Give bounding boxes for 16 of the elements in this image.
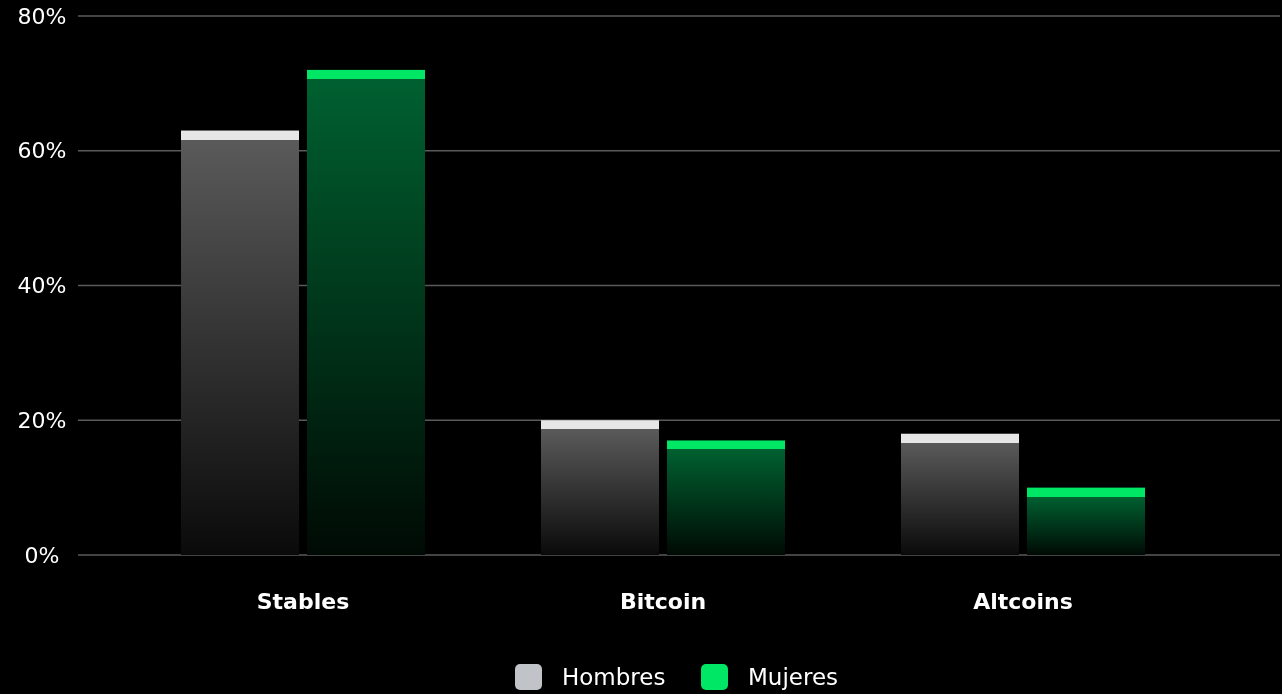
- y-tick-label: 80%: [17, 3, 67, 29]
- bar: [667, 440, 785, 555]
- x-tick-label: Altcoins: [973, 588, 1073, 614]
- bar: [541, 420, 659, 555]
- bar: [901, 433, 1019, 555]
- y-tick-label: 40%: [17, 273, 67, 299]
- bar: [1027, 487, 1145, 555]
- legend-label: Mujeres: [748, 664, 839, 691]
- y-tick-label: 0%: [24, 542, 60, 568]
- bar: [181, 130, 299, 555]
- y-tick-label: 60%: [17, 138, 67, 164]
- x-tick-label: Stables: [256, 588, 350, 614]
- x-tick-label: Bitcoin: [619, 588, 707, 614]
- bar: [307, 69, 425, 555]
- legend-label: Hombres: [562, 664, 666, 691]
- y-tick-label: 20%: [17, 407, 67, 433]
